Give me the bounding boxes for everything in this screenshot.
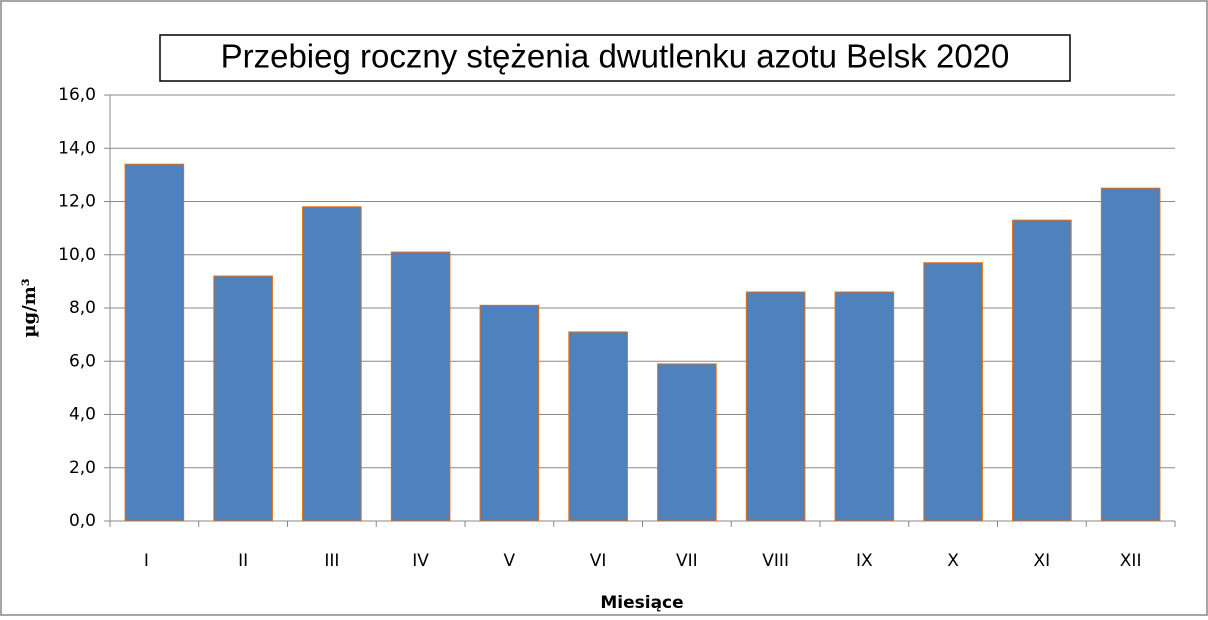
- x-tick-label: V: [504, 551, 516, 571]
- y-tick-label: 4,0: [69, 405, 96, 425]
- y-tick-label: 12,0: [58, 192, 96, 212]
- y-tick-label: 16,0: [58, 85, 96, 105]
- bar: [124, 163, 185, 522]
- bar: [390, 251, 451, 522]
- bar: [834, 291, 895, 522]
- x-tick-label: XII: [1120, 551, 1142, 571]
- y-tick-label: 8,0: [69, 298, 96, 318]
- y-tick-label: 6,0: [69, 351, 96, 371]
- x-tick-label: VI: [590, 551, 607, 571]
- bar: [479, 304, 540, 522]
- x-tick-label: IV: [412, 551, 429, 571]
- bar: [568, 331, 628, 522]
- x-tick-label: III: [324, 551, 339, 571]
- bar: [923, 262, 983, 522]
- y-tick-label: 2,0: [69, 458, 96, 478]
- x-tick-label: X: [947, 551, 959, 571]
- bar: [1100, 187, 1161, 522]
- bar: [213, 275, 273, 522]
- bar: [302, 206, 362, 522]
- y-axis-label: µg/m³: [19, 278, 40, 337]
- x-tick-label: II: [238, 551, 248, 571]
- y-tick-label: 10,0: [58, 245, 96, 265]
- bar: [745, 291, 806, 522]
- x-tick-label: I: [144, 551, 149, 571]
- x-tick-label: VII: [676, 551, 698, 571]
- y-tick-label: 14,0: [58, 138, 96, 158]
- y-tick-label: 0,0: [69, 511, 96, 531]
- x-tick-label: VIII: [762, 551, 789, 571]
- chart-title: Przebieg roczny stężenia dwutlenku azotu…: [221, 38, 1010, 75]
- x-axis-label: Miesiące: [600, 593, 683, 613]
- bar: [1012, 219, 1072, 522]
- x-tick-label: XI: [1034, 551, 1051, 571]
- x-tick-label: IX: [856, 551, 873, 571]
- bar: [657, 363, 717, 522]
- title-box: [159, 34, 1071, 82]
